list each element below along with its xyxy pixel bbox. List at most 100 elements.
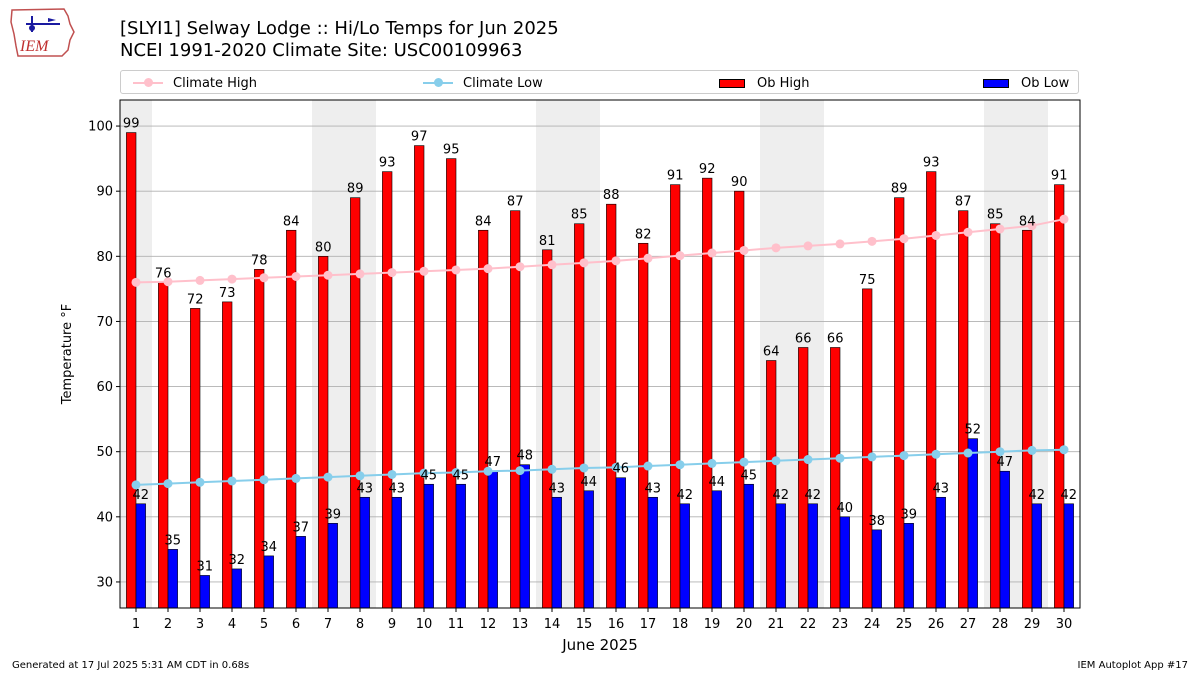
x-tick-label: 11 <box>448 617 465 632</box>
x-tick-label: 18 <box>672 617 689 632</box>
climate-high-point <box>195 275 205 285</box>
ob-high-label: 89 <box>891 182 908 197</box>
ob-high-label: 85 <box>987 208 1004 223</box>
climate-low-point <box>899 451 909 461</box>
chart-subtitle: NCEI 1991-2020 Climate Site: USC00109963 <box>120 40 523 61</box>
ob-high-label: 73 <box>219 286 236 301</box>
ob-low-label: 43 <box>645 481 662 496</box>
ob-high-label: 75 <box>859 273 876 288</box>
ob-low-bar <box>231 568 242 609</box>
ob-high-label: 93 <box>923 156 940 171</box>
ob-high-label: 97 <box>411 130 428 145</box>
ob-low-label: 48 <box>517 449 534 464</box>
ob-low-bar <box>967 438 978 609</box>
climate-high-point <box>643 253 653 263</box>
climate-low-point <box>867 452 877 462</box>
x-tick-label: 13 <box>512 617 529 632</box>
iem-logo: IEM <box>10 8 75 57</box>
climate-low-point <box>963 448 973 458</box>
ob-low-legend-swatch <box>983 78 1009 88</box>
x-tick-label: 25 <box>896 617 913 632</box>
x-tick-label: 9 <box>388 617 396 632</box>
ob-high-bar <box>446 158 457 609</box>
climate-high-point <box>291 271 301 281</box>
ob-high-bar <box>830 347 841 609</box>
ob-low-bar <box>423 483 434 609</box>
climate-high-point <box>419 266 429 276</box>
x-tick-label: 20 <box>736 617 753 632</box>
climate-high-point <box>931 230 941 240</box>
legend-item-ob-low: Ob Low <box>983 74 1069 92</box>
x-tick-label: 24 <box>864 617 881 632</box>
climate-low-point <box>771 456 781 466</box>
x-tick-label: 2 <box>164 617 172 632</box>
y-tick-label: 60 <box>96 380 113 395</box>
ob-high-label: 88 <box>603 188 620 203</box>
y-tick-label: 40 <box>96 510 113 525</box>
x-tick-label: 15 <box>576 617 593 632</box>
ob-high-bar <box>542 249 553 609</box>
x-tick-label: 27 <box>960 617 977 632</box>
ob-high-label: 81 <box>539 234 556 249</box>
ob-high-label: 78 <box>251 253 268 268</box>
x-tick-label: 8 <box>356 617 364 632</box>
ob-low-bar <box>295 536 306 609</box>
ob-high-bar <box>126 132 137 609</box>
x-tick-label: 4 <box>228 617 236 632</box>
ob-low-bar <box>807 503 818 609</box>
ob-high-bar <box>382 171 393 609</box>
climate-high-point <box>515 262 525 272</box>
legend-label: Ob High <box>757 75 810 91</box>
climate-high-line <box>135 218 1065 284</box>
ob-low-bar <box>711 490 722 609</box>
ob-low-bar <box>583 490 594 609</box>
x-tick-label: 14 <box>544 617 561 632</box>
x-tick-label: 30 <box>1056 617 1073 632</box>
y-tick-label: 80 <box>96 250 113 265</box>
ob-low-label: 34 <box>261 540 278 555</box>
climate-low-point <box>931 449 941 459</box>
climate-high-point <box>547 260 557 270</box>
ob-high-bar <box>894 197 905 609</box>
climate-low-point <box>611 462 621 472</box>
ob-high-bar <box>286 229 297 609</box>
climate-low-point <box>419 468 429 478</box>
ob-high-label: 91 <box>1051 169 1068 184</box>
climate-high-point <box>131 277 141 287</box>
y-tick-label: 70 <box>96 315 113 330</box>
climate-high-point <box>355 269 365 279</box>
ob-high-label: 91 <box>667 169 684 184</box>
x-tick-label: 5 <box>260 617 268 632</box>
ob-low-label: 44 <box>709 475 726 490</box>
x-tick-label: 22 <box>800 617 817 632</box>
ob-high-bar <box>574 223 585 609</box>
ob-low-label: 45 <box>421 468 438 483</box>
x-tick-label: 19 <box>704 617 721 632</box>
ob-low-bar <box>775 503 786 609</box>
ob-low-bar <box>519 464 530 609</box>
x-tick-label: 26 <box>928 617 945 632</box>
climate-low-point <box>707 458 717 468</box>
ob-high-label: 72 <box>187 292 204 307</box>
x-tick-label: 16 <box>608 617 625 632</box>
climate-high-point <box>995 224 1005 234</box>
climate-low-point <box>547 464 557 474</box>
ob-low-bar <box>679 503 690 609</box>
ob-high-bar <box>862 288 873 609</box>
y-tick-label: 30 <box>96 575 113 590</box>
climate-low-point <box>323 472 333 482</box>
ob-low-bar <box>903 523 914 609</box>
climate-low-point <box>835 453 845 463</box>
climate-high-point <box>387 268 397 278</box>
ob-low-label: 45 <box>453 468 470 483</box>
ob-low-label: 47 <box>485 455 502 470</box>
legend-item-climate-low: Climate Low <box>423 74 543 92</box>
ob-low-bar <box>935 496 946 609</box>
ob-low-bar <box>487 470 498 609</box>
ob-low-bar <box>1063 503 1074 609</box>
ob-high-label: 87 <box>955 195 972 210</box>
plot-frame <box>119 99 1081 609</box>
ob-high-label: 80 <box>315 240 332 255</box>
ob-high-label: 87 <box>507 195 524 210</box>
climate-low-point <box>1059 445 1069 455</box>
